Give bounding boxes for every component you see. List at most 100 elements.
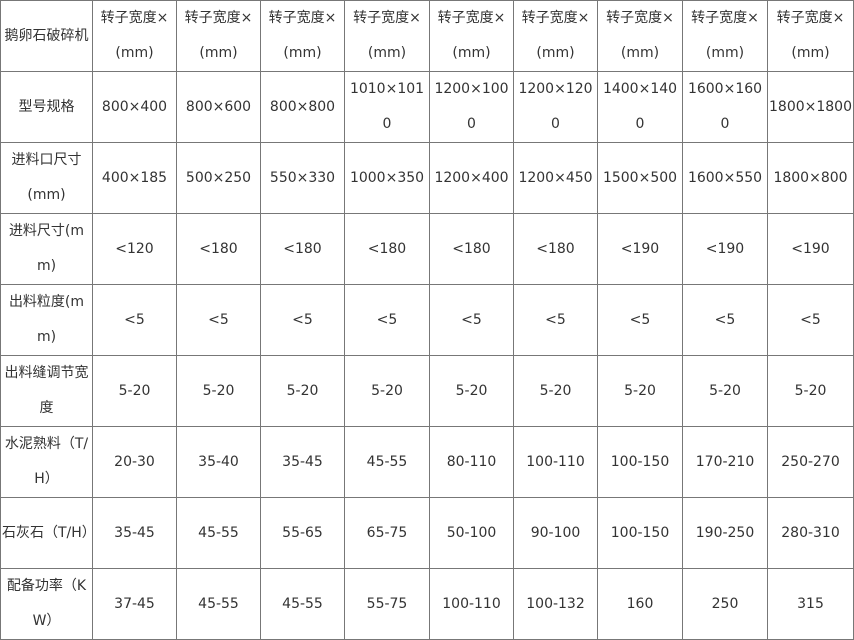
table-cell: 5-20 [597,355,683,427]
table-cell: 5-20 [429,355,514,427]
table-cell: 55-75 [344,568,430,640]
row-label: 型号规格 [0,71,93,143]
table-cell: 100-150 [597,426,683,498]
table-cell: <5 [767,284,854,356]
table-cell: 100-132 [513,568,598,640]
table-cell: <180 [176,213,261,285]
table-cell: 65-75 [344,497,430,569]
table-row: 水泥熟料（T/H） 20-30 35-40 35-45 45-55 80-110 100-1… [0,426,854,498]
table-cell: 100-150 [597,497,683,569]
table-cell: 20-30 [92,426,177,498]
table-cell: 5-20 [344,355,430,427]
table-cell: 1200×450 [513,142,598,214]
table-row: 进料尺寸(mm) <120 <180 <180 <180 <180 <180 <190 <190… [0,213,854,285]
table-cell: <5 [429,284,514,356]
header-cell: 转子宽度×(mm) [429,0,514,72]
table-cell: 5-20 [176,355,261,427]
table-cell: <120 [92,213,177,285]
row-label: 进料口尺寸(mm) [0,142,93,214]
table-cell: 280-310 [767,497,854,569]
table-cell: 500×250 [176,142,261,214]
header-cell: 转子宽度×(mm) [176,0,261,72]
table-row: 进料口尺寸(mm) 400×185 500×250 550×330 1000×350 12… [0,142,854,214]
table-row: 石灰石（T/H） 35-45 45-55 55-65 65-75 50-100 90-100… [0,497,854,569]
table-cell: 37-45 [92,568,177,640]
header-cell: 转子宽度×(mm) [767,0,854,72]
table-cell: 5-20 [260,355,345,427]
table-cell: 90-100 [513,497,598,569]
row-label: 出料粒度(mm) [0,284,93,356]
table-cell: 35-40 [176,426,261,498]
table-cell: <5 [260,284,345,356]
header-row: 鹅卵石破碎机 转子宽度×(mm) 转子宽度×(mm) 转子宽度×(mm) 转子宽度×(m… [0,0,854,72]
table-cell: 800×800 [260,71,345,143]
table-cell: 45-55 [176,568,261,640]
header-cell: 转子宽度×(mm) [597,0,683,72]
table-cell: 35-45 [92,497,177,569]
table-cell: 800×600 [176,71,261,143]
header-cell: 转子宽度×(mm) [682,0,768,72]
header-cell: 转子宽度×(mm) [92,0,177,72]
table-cell: 55-65 [260,497,345,569]
table-cell: 1600×1600 [682,71,768,143]
header-cell: 鹅卵石破碎机 [0,0,93,72]
table-cell: 45-55 [176,497,261,569]
header-cell: 转子宽度×(mm) [260,0,345,72]
row-label: 水泥熟料（T/H） [0,426,93,498]
table-cell: <190 [597,213,683,285]
table-cell: 1800×800 [767,142,854,214]
table-cell: <5 [597,284,683,356]
table-cell: <180 [429,213,514,285]
table-row: 出料缝调节宽度 5-20 5-20 5-20 5-20 5-20 5-20 5-20 5-20 5… [0,355,854,427]
table-row: 型号规格 800×400 800×600 800×800 1010×1010 1200×1… [0,71,854,143]
table-cell: 1200×1200 [513,71,598,143]
table-cell: 170-210 [682,426,768,498]
table-cell: 550×330 [260,142,345,214]
table-cell: <5 [176,284,261,356]
table-cell: 1200×1000 [429,71,514,143]
table-cell: 50-100 [429,497,514,569]
table-cell: <5 [513,284,598,356]
table-cell: 1800×1800 [767,71,854,143]
table-cell: 5-20 [92,355,177,427]
table-cell: 1600×550 [682,142,768,214]
table-cell: <5 [344,284,430,356]
table-cell: <5 [682,284,768,356]
table-cell: 5-20 [513,355,598,427]
table-cell: 1010×1010 [344,71,430,143]
row-label: 石灰石（T/H） [0,497,93,569]
table-cell: 400×185 [92,142,177,214]
table-cell: <180 [260,213,345,285]
table-cell: 190-250 [682,497,768,569]
table-row: 出料粒度(mm) <5 <5 <5 <5 <5 <5 <5 <5 <5 [0,284,854,356]
table-cell: <180 [344,213,430,285]
table-cell: <190 [682,213,768,285]
table-cell: 5-20 [682,355,768,427]
table-cell: <180 [513,213,598,285]
header-cell: 转子宽度×(mm) [344,0,430,72]
table-cell: 315 [767,568,854,640]
table-row: 配备功率（KW） 37-45 45-55 45-55 55-75 100-110 100-1… [0,568,854,640]
table-cell: 1500×500 [597,142,683,214]
table-cell: 5-20 [767,355,854,427]
row-label: 配备功率（KW） [0,568,93,640]
table-cell: <190 [767,213,854,285]
table-cell: 45-55 [344,426,430,498]
table-cell: 80-110 [429,426,514,498]
table-cell: 1000×350 [344,142,430,214]
table-cell: 35-45 [260,426,345,498]
table-cell: 160 [597,568,683,640]
table-cell: 100-110 [429,568,514,640]
table-cell: 45-55 [260,568,345,640]
table-cell: 250-270 [767,426,854,498]
table-cell: 100-110 [513,426,598,498]
table-cell: 250 [682,568,768,640]
table-cell: 800×400 [92,71,177,143]
table-cell: <5 [92,284,177,356]
table-cell: 1200×400 [429,142,514,214]
row-label: 出料缝调节宽度 [0,355,93,427]
row-label: 进料尺寸(mm) [0,213,93,285]
table-cell: 1400×1400 [597,71,683,143]
header-cell: 转子宽度×(mm) [513,0,598,72]
